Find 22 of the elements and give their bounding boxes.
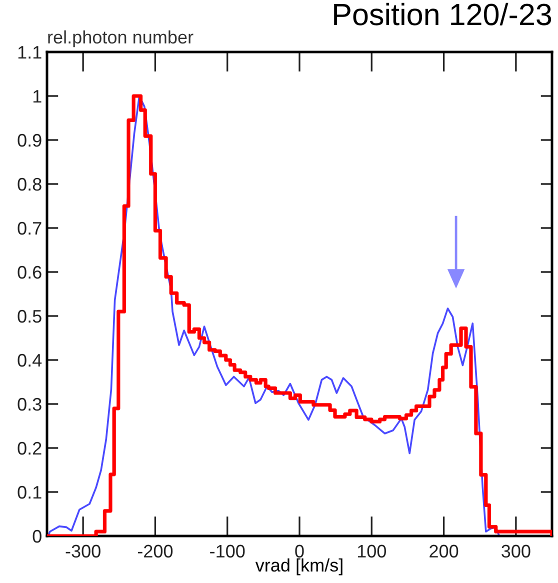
x-axis-title: vrad [km/s]	[255, 558, 342, 576]
x-tick-label: 0	[295, 544, 304, 558]
y-tick-label: 0.5	[18, 310, 42, 323]
y-tick-label: 1	[33, 90, 42, 103]
y-tick-label: 0.4	[18, 354, 42, 367]
y-axis-title: rel.photon number	[48, 30, 194, 48]
x-tick-label: 100	[358, 544, 386, 558]
y-tick-label: 0.2	[18, 442, 42, 455]
x-tick-label: 200	[430, 544, 458, 558]
y-tick-label: 0.7	[18, 222, 42, 235]
y-tick-label: 0.6	[18, 266, 42, 279]
x-tick-label: -300	[66, 544, 100, 558]
y-tick-label: 0.1	[18, 486, 42, 499]
y-tick-label: 0	[32, 530, 42, 543]
y-tick-label: 1.1	[18, 46, 42, 59]
chart-title: Position 120/-23	[334, 2, 552, 26]
y-tick-label: 0.8	[18, 178, 42, 191]
y-tick-label: 0.3	[18, 398, 42, 411]
x-tick-label: -100	[210, 544, 245, 558]
x-tick-label: 300	[502, 544, 530, 558]
y-tick-label: 0.9	[18, 134, 42, 147]
x-tick-label: -200	[138, 544, 173, 558]
